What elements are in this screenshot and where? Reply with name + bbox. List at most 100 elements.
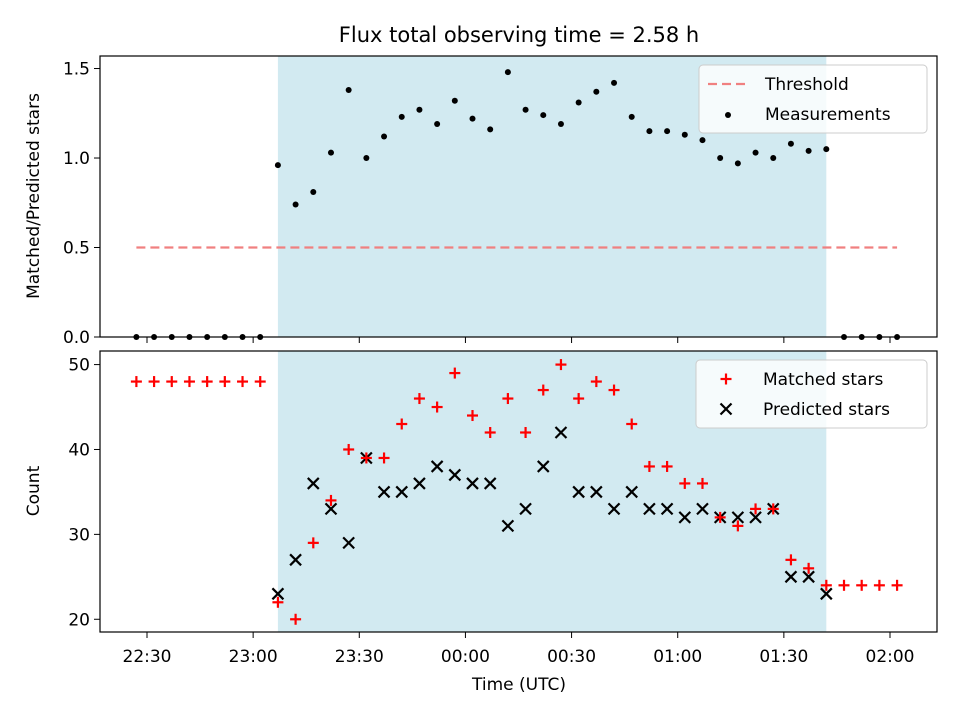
matched-star-point [537,384,549,396]
matched-legend-label: Matched stars [763,370,883,390]
measurement-point [434,121,441,128]
bottom-legend: Matched stars Predicted stars [695,359,928,429]
measurement-point [752,149,759,156]
predicted-legend-swatch [719,402,733,416]
measurement-point [805,147,812,154]
matched-star-point [502,393,514,405]
measurement-point [345,87,352,94]
measurement-point [770,155,777,162]
matched-star-point [360,452,372,464]
x-tick-label: 23:00 [229,647,278,667]
matched-star-point [396,418,408,430]
measurements-legend-label: Measurements [765,105,891,125]
measurement-point [717,155,724,162]
matched-star-point [413,393,425,405]
x-tick-label: 01:30 [759,647,808,667]
top-plot-frame [99,55,938,338]
measurement-point [787,140,794,147]
matched-star-point [803,562,815,574]
measurement-point [734,160,741,167]
measurement-point [381,133,388,140]
measurement-point [274,162,281,169]
top-y-tick-label: 0.5 [63,239,90,259]
predicted-star-point [554,426,568,439]
matched-star-point [785,554,797,566]
matched-star-point [643,460,655,472]
measurement-point [699,137,706,144]
matched-star-point [555,359,567,371]
matched-star-point [732,520,744,532]
bottom-legend-box [695,359,928,429]
bottom-panel: 20 30 40 50 22:30 23:00 23:30 00:00 00:30 01:00 01… [68,350,938,667]
matched-star-point [378,452,390,464]
bottom-y-tick-label: 20 [68,610,90,630]
predicted-star-point [678,511,692,524]
matched-star-point [449,367,461,379]
matched-star-point [254,376,266,388]
predicted-star-point [519,502,532,516]
predicted-star-point [377,485,391,499]
bottom-plot-frame [99,350,938,633]
x-tick-label: 02:00 [866,647,915,667]
matched-star-point [714,511,726,523]
predicted-star-point [660,502,674,516]
predicted-star-point [430,460,444,473]
predicted-star-point [643,502,656,516]
measurements-legend-swatch [725,112,731,118]
predicted-star-point [749,511,762,524]
top-legend: Threshold Measurements [698,64,928,134]
measurement-point [469,115,476,122]
predicted-star-point [395,485,409,499]
predicted-star-point [536,460,550,473]
top-y-tick-label: 1.5 [63,60,90,80]
matched-star-point [520,426,532,438]
predicted-star-point [784,570,798,584]
matched-star-point [148,376,160,388]
predicted-star-point [607,502,621,516]
matched-star-point [201,376,213,388]
measurement-point [363,155,370,162]
chart-title: Flux total observing time = 2.58 h [339,23,699,47]
top-y-axis-label: Matched/Predicted stars [24,93,44,299]
matched-star-point [661,460,673,472]
matched-star-point [767,503,779,515]
measurement-point [646,128,653,135]
matched-star-point [573,393,585,405]
matched-star-point [325,494,337,506]
matched-star-point [679,477,691,489]
matched-star-point [343,443,355,455]
predicted-star-point [271,587,285,601]
predicted-star-point [342,536,355,550]
measurement-point [398,113,405,120]
x-tick-label: 23:30 [335,647,384,667]
measurement-point [593,88,600,95]
predicted-star-point [802,570,815,584]
measurement-point [540,112,547,119]
matched-star-point [891,579,903,591]
predicted-star-point [413,477,426,490]
predicted-star-point [696,502,709,516]
predicted-star-point [483,477,497,490]
predicted-legend-label: Predicted stars [763,400,890,420]
measurement-point [611,79,618,86]
matched-star-point [626,418,638,430]
x-tick-label: 00:30 [547,647,596,667]
x-tick-label: 22:30 [123,647,172,667]
matched-star-point [272,596,284,608]
matched-star-point [431,401,443,413]
top-panel: 0.0 0.5 1.0 1.5 Threshold Measurements [63,55,938,348]
measurement-point [504,69,511,76]
measurement-point [823,146,830,153]
matched-star-point [838,579,850,591]
predicted-star-point [572,485,585,499]
matched-star-point [130,376,142,388]
predicted-star-point [625,485,638,499]
predicted-star-point [307,477,320,490]
matched-star-point [219,376,231,388]
bottom-y-tick-label: 30 [68,525,90,545]
predicted-star-point [590,485,603,499]
x-tick-label: 01:00 [653,647,702,667]
measurement-point [664,128,671,135]
measurement-point [327,149,334,156]
